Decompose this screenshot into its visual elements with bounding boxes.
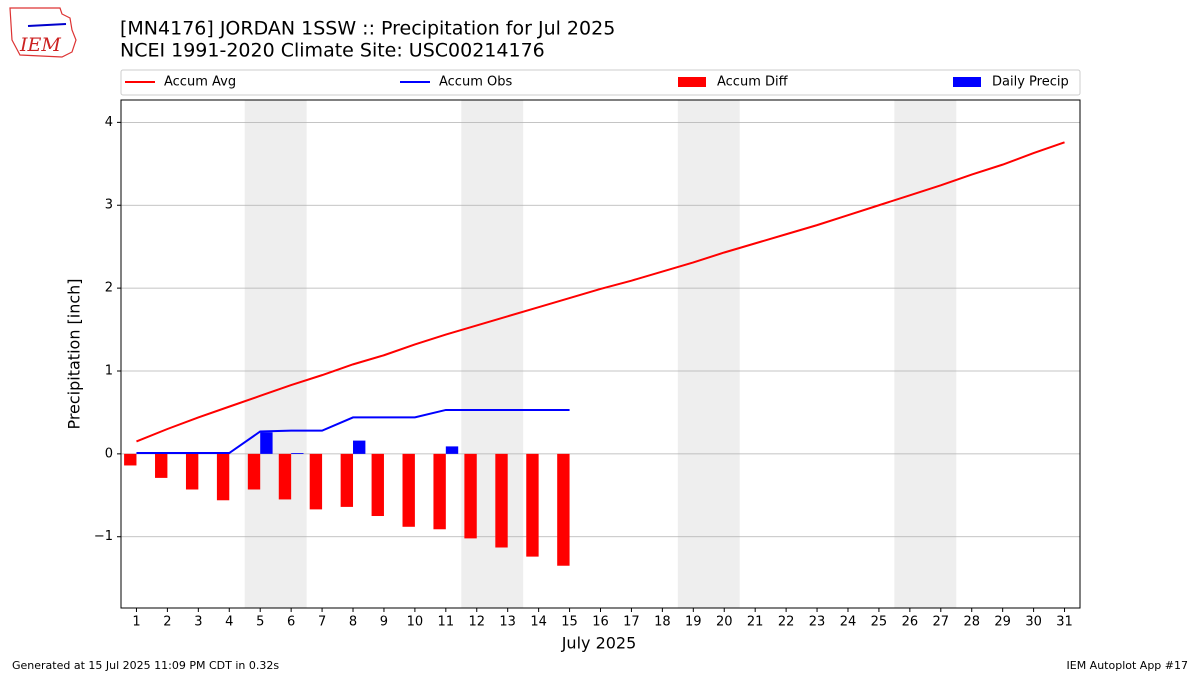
chart-title: [MN4176] JORDAN 1SSW :: Precipitation fo… — [120, 18, 615, 40]
bar — [309, 453, 323, 510]
x-tick-label: 30 — [1025, 615, 1042, 630]
y-tick-label: 3 — [105, 198, 113, 213]
x-tick-label: 31 — [1056, 615, 1073, 630]
line — [136, 141, 1065, 443]
x-tick-label: 7 — [318, 615, 326, 630]
x-tick-label: 9 — [380, 615, 388, 630]
bar — [353, 440, 366, 454]
x-tick-label: 27 — [933, 615, 950, 630]
x-tick-label: 6 — [287, 615, 295, 630]
legend-label: Accum Diff — [717, 75, 789, 90]
x-tick-label: 3 — [194, 615, 202, 630]
legend-swatch — [953, 77, 981, 87]
bar — [247, 453, 261, 490]
x-tick-label: 29 — [994, 615, 1011, 630]
x-tick-label: 16 — [592, 615, 609, 630]
x-tick-label: 17 — [623, 615, 640, 630]
legend-box — [120, 69, 1081, 96]
weekend-shade — [244, 100, 307, 608]
x-tick-label: 25 — [871, 615, 888, 630]
y-tick-label: 2 — [105, 281, 113, 296]
x-tick-label: 22 — [778, 615, 795, 630]
x-tick-label: 8 — [349, 615, 357, 630]
bar — [371, 453, 384, 517]
x-tick-label: 12 — [468, 615, 485, 630]
x-tick-label: 24 — [840, 615, 857, 630]
legend-swatch — [678, 77, 706, 87]
footer-left: Generated at 15 Jul 2025 11:09 PM CDT in… — [12, 659, 279, 672]
legend-label: Accum Obs — [439, 75, 512, 90]
logo-outline — [9, 7, 77, 58]
chart-subtitle: NCEI 1991-2020 Climate Site: USC00214176 — [120, 40, 545, 62]
x-tick-label: 14 — [530, 615, 547, 630]
bar — [155, 453, 168, 478]
logo-text: IEM — [19, 34, 61, 56]
x-tick-label: 11 — [438, 615, 455, 630]
bar — [402, 453, 415, 527]
bar — [445, 446, 459, 454]
weekend-shade — [677, 100, 740, 608]
y-tick-label: 4 — [105, 115, 113, 130]
legend-label: Accum Avg — [164, 75, 236, 90]
y-tick-label: −1 — [94, 529, 113, 544]
x-tick-label: 13 — [499, 615, 516, 630]
bar — [124, 453, 137, 466]
footer-right: IEM Autoplot App #17 — [1067, 659, 1189, 672]
x-tick-label: 15 — [561, 615, 578, 630]
x-tick-label: 5 — [256, 615, 264, 630]
bar — [185, 453, 199, 490]
bar — [291, 453, 304, 454]
x-tick-label: 26 — [902, 615, 919, 630]
plot-frame — [120, 99, 1081, 609]
y-tick-label: 1 — [105, 363, 113, 378]
x-tick-label: 21 — [747, 615, 764, 630]
x-tick-label: 19 — [685, 615, 702, 630]
x-tick-label: 20 — [716, 615, 733, 630]
legend-label: Daily Precip — [992, 75, 1069, 90]
x-tick-label: 4 — [225, 615, 233, 630]
y-tick-label: 0 — [105, 446, 113, 461]
x-tick-label: 18 — [654, 615, 671, 630]
bar — [260, 432, 273, 454]
logo: IEM — [9, 7, 77, 58]
bar — [526, 453, 539, 557]
x-tick-label: 28 — [963, 615, 980, 630]
x-tick-label: 10 — [407, 615, 424, 630]
x-tick-label: 2 — [163, 615, 171, 630]
weekend-shade — [894, 100, 957, 608]
bar — [464, 453, 477, 539]
bar — [216, 453, 230, 501]
line — [136, 408, 570, 455]
x-axis-label: July 2025 — [561, 634, 637, 653]
y-axis-label: Precipitation [inch] — [65, 278, 84, 429]
logo-line — [27, 23, 67, 27]
x-tick-label: 1 — [132, 615, 140, 630]
bar — [340, 453, 354, 507]
bar — [278, 453, 292, 500]
bar — [557, 453, 570, 566]
bar — [433, 453, 446, 530]
bar — [495, 453, 508, 548]
x-tick-label: 23 — [809, 615, 826, 630]
